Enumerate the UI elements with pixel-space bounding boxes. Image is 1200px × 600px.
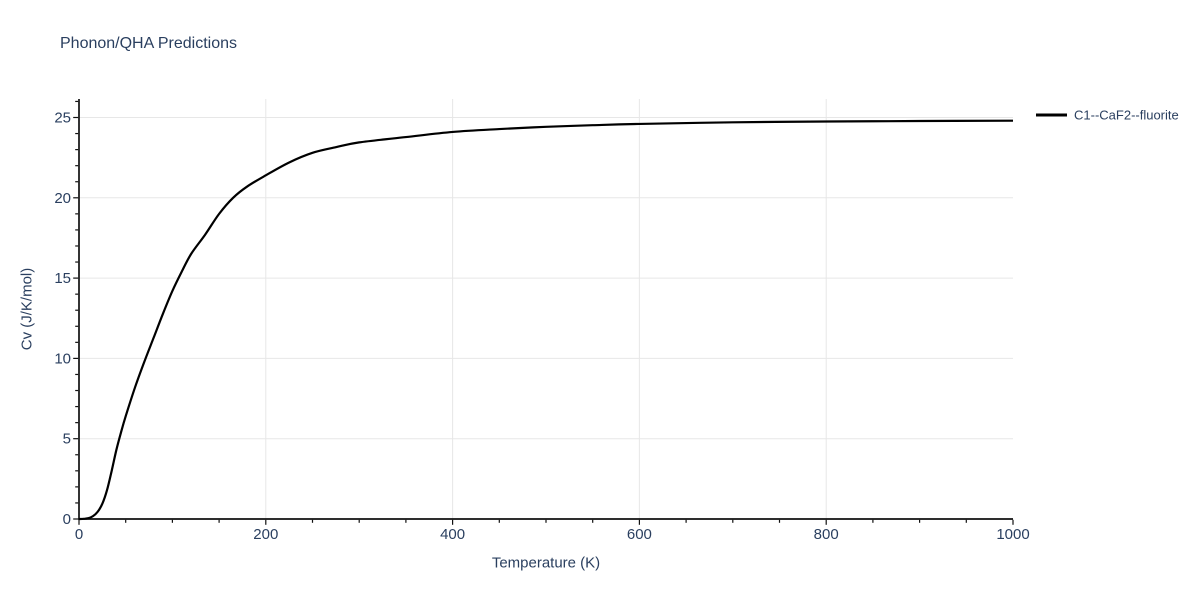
x-tick-label: 400 — [440, 526, 465, 543]
y-tick-label: 0 — [63, 511, 71, 528]
x-axis-title: Temperature (K) — [491, 554, 601, 572]
x-tick-label: 600 — [627, 526, 652, 543]
x-tick-label: 800 — [814, 526, 839, 543]
y-tick-label: 15 — [54, 270, 71, 287]
legend: C1--CaF2--fluorite — [1036, 108, 1179, 123]
y-tick-label: 10 — [54, 350, 71, 367]
x-tick-label: 1000 — [996, 526, 1029, 543]
x-tick-label: 0 — [75, 526, 83, 543]
series-line-c1-caf2-fluorite — [78, 119, 1014, 521]
legend-line-swatch — [1036, 113, 1067, 117]
y-tick-label: 20 — [54, 190, 71, 207]
chart-title: Phonon/QHA Predictions — [60, 35, 237, 52]
y-tick-label: 25 — [54, 110, 71, 127]
y-axis-title: Cv (J/K/mol) — [18, 267, 36, 351]
x-tick-label: 200 — [253, 526, 278, 543]
y-tick-label: 5 — [63, 431, 71, 448]
legend-series-label[interactable]: C1--CaF2--fluorite — [1074, 107, 1179, 123]
